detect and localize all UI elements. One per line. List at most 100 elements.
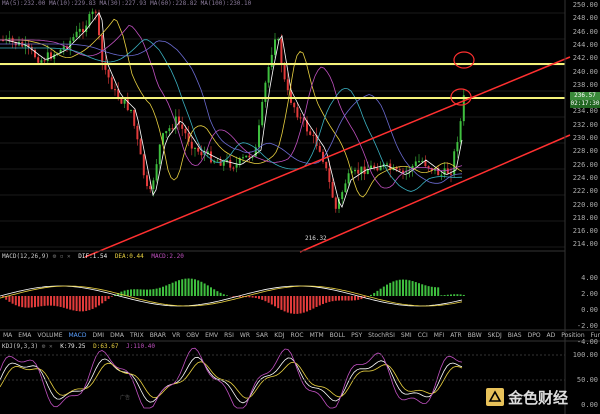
- price-axis-tick: 240.00: [572, 67, 598, 76]
- indicator-tab-bias[interactable]: BIAS: [507, 332, 522, 339]
- macd-bar: [88, 296, 91, 311]
- macd-settings-icon[interactable]: ⚙ ▫ ✕: [52, 253, 71, 260]
- macd-bar: [341, 296, 344, 301]
- indicator-tab-vr[interactable]: VR: [172, 332, 181, 339]
- candle-body: [430, 167, 433, 171]
- candle-body: [59, 49, 62, 54]
- candle-body: [366, 169, 369, 175]
- moving-average-line: [0, 39, 463, 192]
- macd-bar: [149, 289, 152, 296]
- indicator-tab-emv[interactable]: EMV: [205, 332, 219, 339]
- macd-bar: [261, 296, 264, 300]
- macd-bar: [325, 296, 328, 303]
- macd-bar: [14, 296, 17, 306]
- kdj-k: K:79.25: [60, 343, 86, 350]
- indicator-tab-boll[interactable]: BOLL: [329, 332, 346, 339]
- site-logo: 金色财经: [486, 385, 594, 409]
- macd-bar: [459, 294, 462, 296]
- candle-body: [258, 125, 260, 148]
- candle-body: [277, 39, 280, 41]
- macd-bar: [245, 296, 248, 298]
- indicator-tab-dpo[interactable]: DPO: [527, 332, 541, 339]
- price-axis-tick: 250.00: [572, 1, 598, 9]
- indicator-tab-sar[interactable]: SAR: [256, 332, 269, 339]
- macd-bar: [184, 278, 187, 296]
- indicator-tab-volume[interactable]: VOLUME: [37, 332, 63, 339]
- candle-body: [283, 64, 286, 80]
- indicator-tab-stochrsi[interactable]: StochRSI: [368, 332, 395, 339]
- macd-bar: [405, 279, 408, 296]
- macd-bar: [357, 296, 360, 300]
- indicator-tab-atr[interactable]: ATR: [450, 332, 462, 339]
- indicator-tab-trix[interactable]: TRIX: [129, 332, 144, 339]
- logo-icon: [486, 388, 504, 406]
- candle-body: [344, 183, 347, 193]
- indicator-tab-ad[interactable]: AD: [546, 332, 556, 339]
- macd-dea: DEA:0.44: [114, 253, 144, 260]
- candle-body: [386, 163, 388, 165]
- indicator-tab-smi[interactable]: SMI: [400, 332, 412, 339]
- macd-bar: [168, 284, 171, 296]
- candle-body: [222, 160, 225, 166]
- macd-bar: [21, 296, 24, 308]
- macd-bar: [2, 296, 4, 298]
- macd-bar: [85, 296, 88, 311]
- candle-body: [312, 134, 315, 136]
- macd-bar: [248, 296, 251, 298]
- indicator-tab-fundflow[interactable]: Fundflow: [590, 332, 600, 339]
- candle-body: [229, 160, 232, 168]
- indicator-tab-roc[interactable]: ROC: [290, 332, 304, 339]
- indicator-tab-dma[interactable]: DMA: [110, 332, 124, 339]
- macd-bar: [402, 279, 404, 296]
- macd-bar: [203, 283, 206, 296]
- indicator-tab-psy[interactable]: PSY: [351, 332, 363, 339]
- candle-body: [136, 125, 139, 140]
- indicator-tab-mtm[interactable]: MTM: [309, 332, 324, 339]
- candle-body: [293, 102, 296, 108]
- price-axis-tick: 224.00: [572, 173, 598, 182]
- indicator-tab-cci[interactable]: CCI: [417, 332, 428, 339]
- indicator-tab-obv[interactable]: OBV: [186, 332, 200, 339]
- indicator-tab-brar[interactable]: BRAR: [149, 332, 167, 339]
- candle-body: [226, 160, 228, 162]
- indicator-tab-skdj[interactable]: SKDJ: [487, 332, 502, 339]
- indicator-tab-bbw[interactable]: BBW: [467, 332, 482, 339]
- macd-bar: [34, 296, 36, 308]
- candle-body: [117, 89, 120, 99]
- candle-body: [274, 39, 276, 55]
- candle-body: [427, 166, 430, 168]
- indicator-tab-dmi[interactable]: DMI: [92, 332, 105, 339]
- macd-bar: [450, 294, 452, 296]
- candle-body: [373, 165, 376, 169]
- indicator-tab-wr[interactable]: WR: [239, 332, 250, 339]
- candle-body: [462, 95, 465, 122]
- macd-bar: [222, 294, 225, 296]
- candle-body: [142, 154, 145, 176]
- indicator-tab-ema[interactable]: EMA: [18, 332, 32, 339]
- indicator-tab-kdj[interactable]: KDJ: [274, 332, 285, 339]
- candle-body: [395, 167, 398, 170]
- macd-bar: [424, 285, 427, 296]
- macd-axis-tick: 2.00: [581, 290, 598, 298]
- candle-body: [34, 49, 36, 58]
- kdj-settings-icon[interactable]: ⚙ ✕: [41, 343, 53, 350]
- macd-bar: [363, 296, 366, 298]
- indicator-tab-mfi[interactable]: MFI: [433, 332, 445, 339]
- macd-bar: [312, 296, 315, 309]
- moving-average-line: [0, 18, 463, 198]
- candle-body: [190, 141, 193, 149]
- price-axis-tick: 222.00: [572, 187, 598, 196]
- macd-bar: [331, 296, 334, 302]
- candle-body: [354, 169, 356, 172]
- indicator-tab-rsi[interactable]: RSI: [224, 332, 234, 339]
- indicator-tab-position[interactable]: Position: [561, 332, 585, 339]
- kdj-axis-tick: 100.00: [572, 351, 598, 359]
- indicator-tab-macd[interactable]: MACD: [68, 332, 87, 339]
- price-axis-tick: 248.00: [572, 14, 598, 23]
- macd-bar: [181, 279, 184, 296]
- indicator-tab-ma[interactable]: MA: [3, 332, 13, 339]
- macd-bar: [382, 286, 385, 296]
- macd-bar: [213, 289, 216, 296]
- candle-body: [200, 151, 203, 156]
